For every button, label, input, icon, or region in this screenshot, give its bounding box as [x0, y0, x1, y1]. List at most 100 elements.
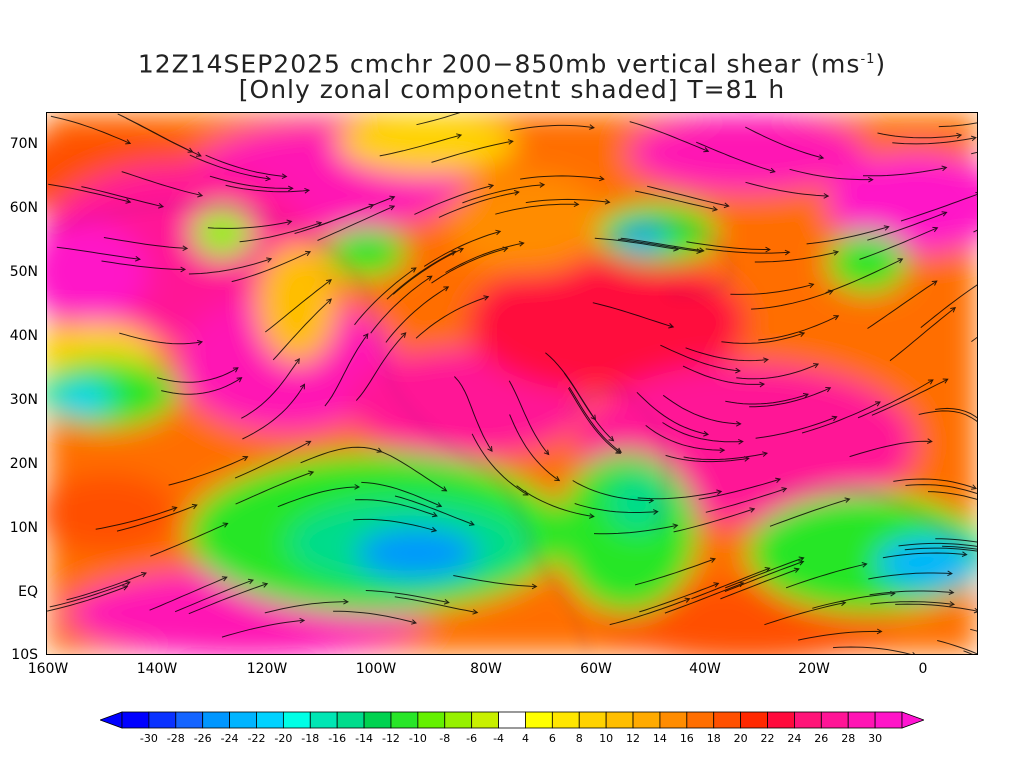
colorbar-swatch — [847, 711, 876, 729]
colorbar-swatch — [713, 711, 742, 729]
streamline-arrowhead — [931, 280, 938, 286]
streamline-arrowhead — [698, 247, 705, 254]
lon-label: 20W — [798, 661, 830, 677]
streamline-arrowhead — [818, 154, 825, 160]
streamline — [188, 583, 268, 615]
streamline-arrowhead — [472, 609, 479, 615]
streamline-arrowhead — [719, 447, 726, 454]
streamline — [509, 414, 560, 482]
lon-label: 80W — [470, 661, 502, 677]
streamline-arrowhead — [743, 456, 750, 462]
streamline — [801, 401, 881, 434]
lat-label: 30N — [9, 392, 38, 408]
streamline — [431, 247, 508, 284]
streamline-arrowhead — [426, 275, 433, 281]
streamline — [103, 237, 188, 249]
streamline-arrowhead — [765, 246, 771, 253]
streamline — [438, 191, 519, 218]
streamline-arrowhead — [798, 560, 805, 566]
colorbar-tick-label: -8 — [439, 732, 451, 745]
colorbar-swatch — [148, 711, 177, 729]
streamline-arrowhead — [222, 522, 229, 528]
streamline — [277, 486, 360, 508]
streamline — [745, 181, 829, 197]
lon-label: 140W — [136, 661, 178, 677]
streamline-arrowhead — [949, 601, 956, 607]
streamline-arrowhead — [363, 333, 369, 339]
streamline-arrowhead — [763, 357, 769, 363]
colorbar-swatch — [390, 711, 419, 729]
streamline — [66, 572, 147, 601]
streamline — [225, 184, 310, 193]
colorbar-swatch — [874, 711, 903, 729]
streamline-arrowhead — [531, 583, 538, 590]
streamline — [724, 561, 804, 592]
colorbar-swatch — [632, 711, 661, 729]
streamline-arrowhead — [171, 506, 178, 512]
colorbar-tick-label: 4 — [521, 732, 529, 745]
streamline — [609, 598, 690, 626]
streamline-arrowhead — [769, 167, 776, 174]
colorbar-swatch — [525, 711, 553, 729]
colorbar-swatch — [175, 711, 204, 729]
streamline-arrowhead — [495, 229, 502, 236]
streamline — [510, 124, 594, 132]
streamline — [370, 275, 433, 334]
streamline-arrowhead — [125, 198, 132, 204]
streamline-arrowhead — [672, 523, 679, 529]
streamline — [618, 238, 702, 253]
streamline — [764, 602, 846, 626]
streamline-arrowhead — [932, 226, 939, 233]
streamline-arrowhead — [912, 651, 916, 654]
colorbar-tick-label: -20 — [274, 732, 293, 745]
streamline — [116, 504, 197, 532]
streamline — [832, 646, 912, 654]
colorbar-tick-label: -16 — [328, 732, 347, 745]
streamline-arrowhead — [195, 151, 202, 157]
streamline — [751, 290, 833, 310]
colorbar-swatch — [444, 711, 473, 729]
streamline — [264, 601, 348, 614]
streamline-arrowhead — [411, 619, 418, 625]
streamline — [662, 422, 743, 443]
streamline — [454, 376, 493, 452]
streamline-arrowhead — [961, 551, 968, 557]
streamline — [453, 575, 537, 587]
streamline-arrowhead — [827, 289, 834, 295]
streamline — [859, 227, 938, 260]
streamline — [685, 347, 768, 362]
streamline-arrowhead — [281, 173, 288, 180]
lon-label: 60W — [580, 661, 612, 677]
map-title-line2: [Only zonal componetnt shaded] T=81 h — [238, 75, 786, 104]
streamline-arrowhead — [874, 401, 881, 407]
streamline-arrowhead — [709, 557, 716, 563]
streamline-arrowhead — [762, 451, 769, 457]
streamline — [825, 258, 903, 294]
streamline-arrowhead — [389, 195, 396, 201]
streamline-arrowhead — [182, 245, 189, 252]
streamline-arrowhead — [716, 489, 723, 495]
streamline-arrowhead — [713, 582, 720, 588]
streamline — [904, 547, 977, 552]
streamline-arrowhead — [436, 502, 443, 508]
streamline-arrowhead — [831, 415, 838, 422]
streamline — [520, 175, 604, 180]
streamline — [189, 154, 271, 180]
streamline-arrowhead — [793, 567, 800, 573]
streamline-arrowhead — [749, 507, 756, 513]
streamline-arrowhead — [737, 438, 744, 445]
streamline — [937, 640, 977, 654]
streamline-arrowhead — [833, 315, 840, 321]
streamline — [870, 601, 955, 605]
streamline-arrowhead — [232, 367, 239, 373]
streamline — [81, 186, 164, 208]
streamline — [56, 246, 140, 260]
streamline — [683, 452, 768, 461]
streamline-arrowhead — [343, 598, 349, 605]
title-unit-exponent: -1 — [860, 52, 876, 67]
streamline-arrowhead — [221, 576, 228, 582]
colorbar-swatch — [282, 711, 311, 729]
streamline — [868, 572, 952, 580]
streamline-arrowhead — [844, 497, 851, 503]
streamline — [634, 558, 716, 586]
